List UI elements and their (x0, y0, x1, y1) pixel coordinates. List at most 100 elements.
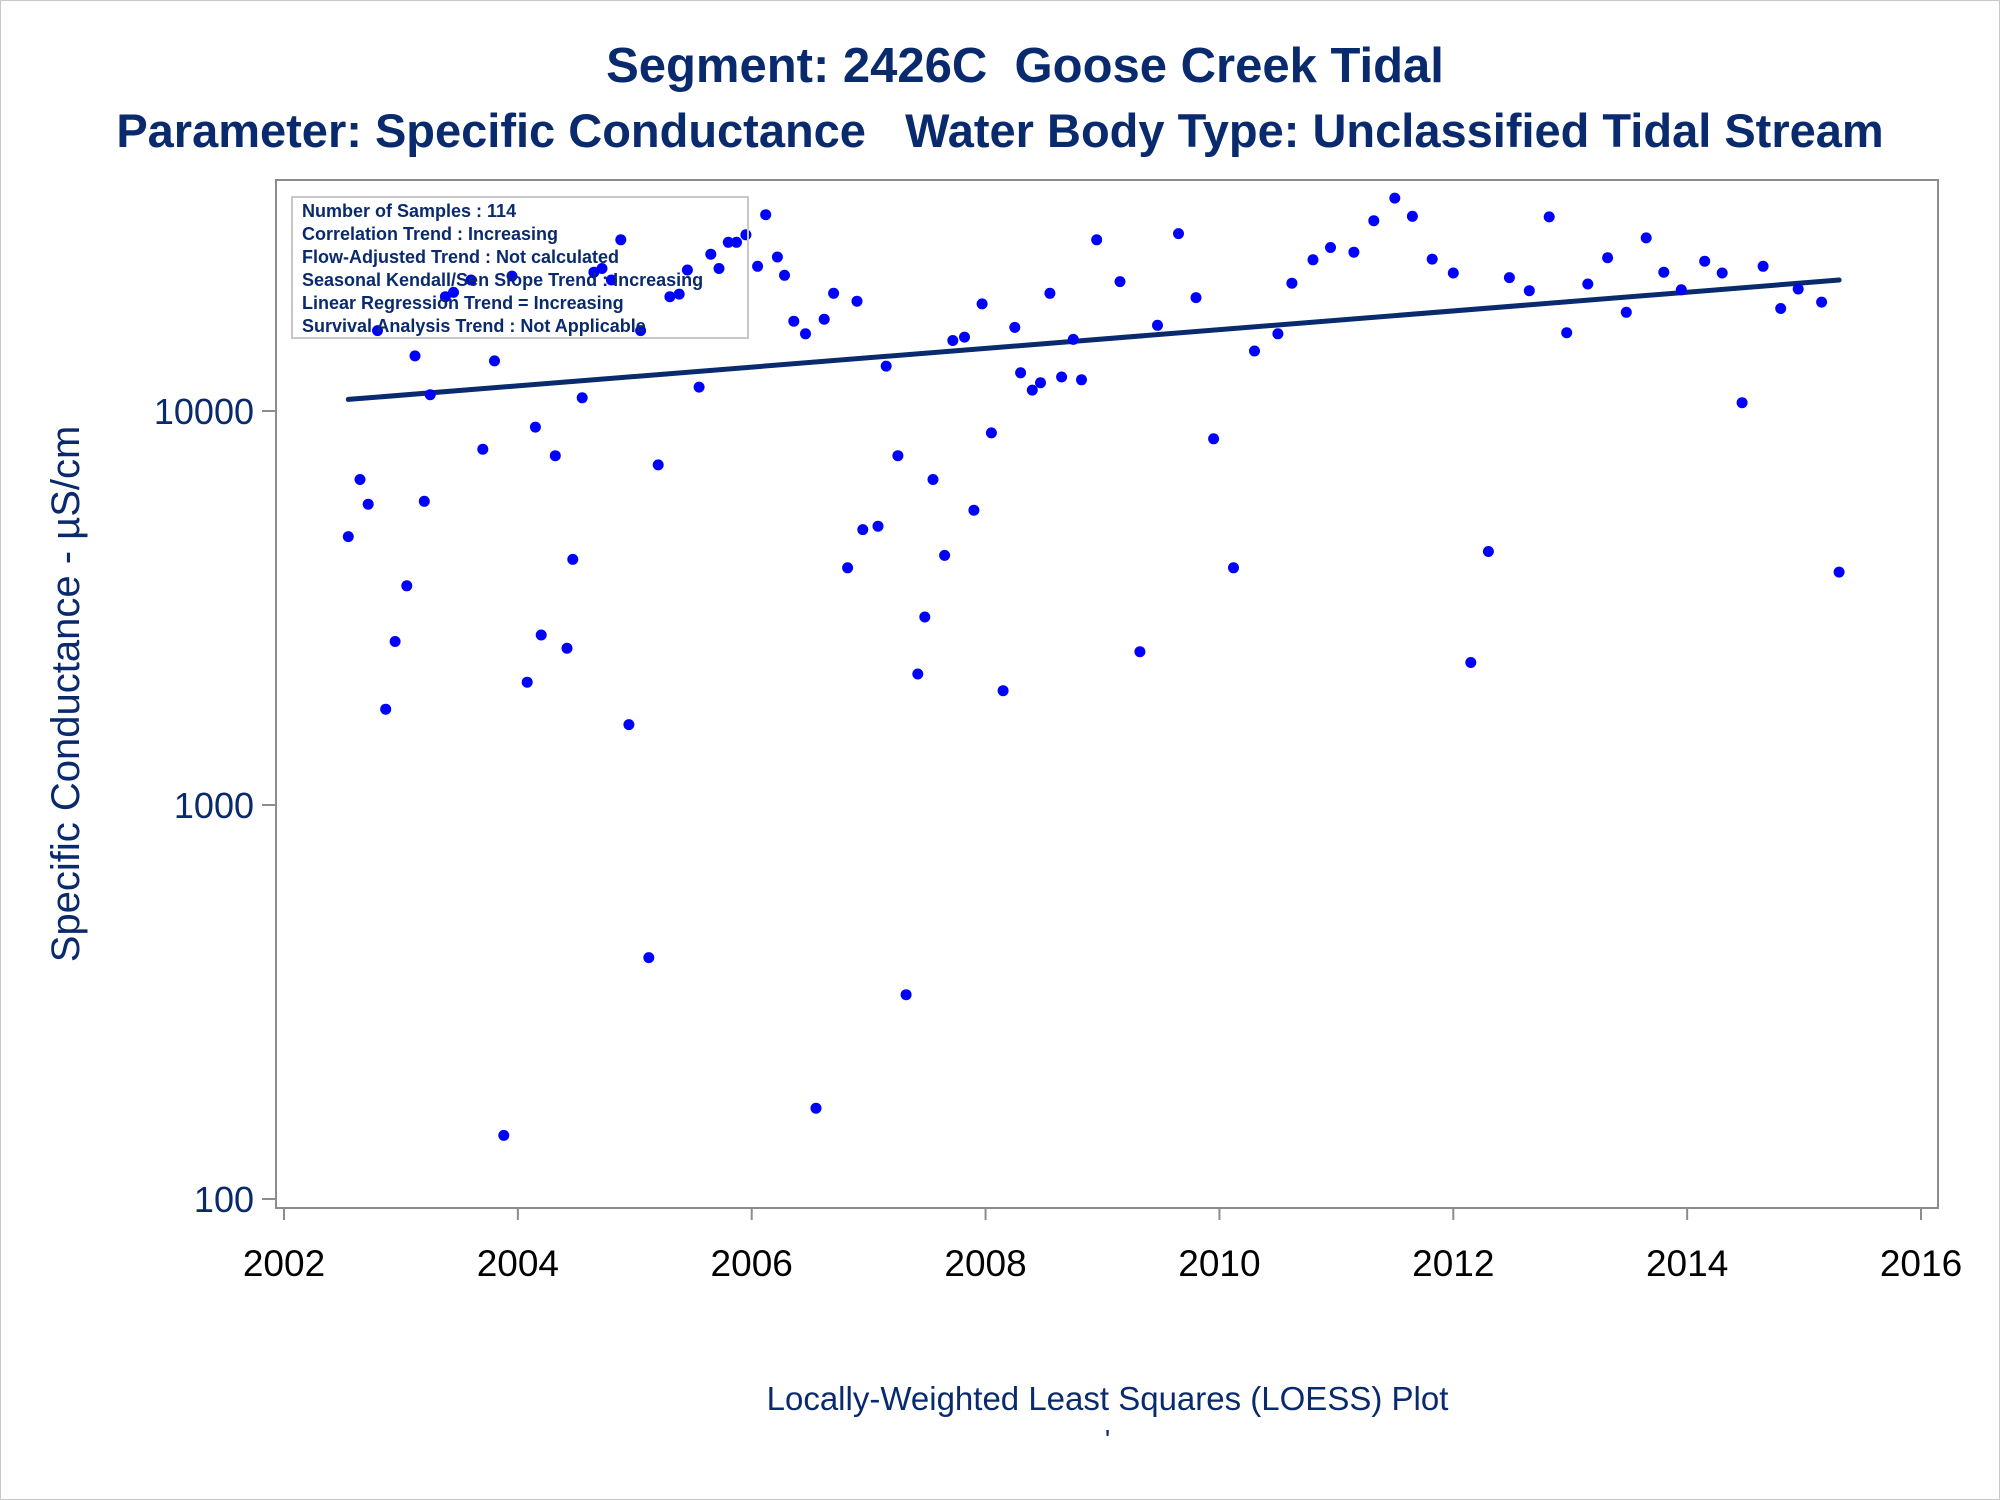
data-point (997, 685, 1009, 697)
data-point (1406, 210, 1418, 222)
data-point (1009, 321, 1021, 333)
x-tick-label: 2002 (243, 1243, 325, 1284)
stats-line: Number of Samples : 114 (302, 201, 516, 221)
data-point (1582, 278, 1594, 290)
data-point (713, 263, 725, 274)
data-point (1465, 657, 1477, 668)
data-point (1228, 562, 1239, 574)
data-point (439, 291, 451, 303)
data-point (521, 676, 533, 688)
stats-line: Seasonal Kendall/Sen Slope Trend : Incre… (302, 270, 703, 290)
data-points (342, 192, 1845, 1141)
data-point (788, 315, 800, 327)
data-point (1602, 252, 1614, 264)
data-point (1190, 292, 1202, 304)
data-point (851, 295, 863, 307)
data-point (1543, 211, 1555, 223)
data-point (673, 288, 685, 300)
data-point (605, 274, 617, 286)
data-point (693, 381, 705, 393)
x-tick-label: 2010 (1178, 1243, 1260, 1284)
data-point (1447, 267, 1459, 279)
data-point (810, 1102, 822, 1114)
data-point (561, 642, 573, 654)
data-point (1152, 319, 1163, 331)
data-point (567, 553, 579, 565)
stats-box-border (291, 196, 749, 339)
data-point (362, 498, 374, 510)
data-point (1091, 234, 1103, 246)
data-point (489, 355, 500, 367)
data-point (1056, 371, 1068, 383)
x-tick-label: 2006 (711, 1243, 793, 1284)
data-point (1640, 232, 1652, 244)
x-tick-label: 2008 (944, 1243, 1026, 1284)
data-point (1736, 397, 1748, 409)
data-point (448, 286, 459, 298)
stats-line: Survival Analysis Trend : Not Applicable (302, 316, 646, 336)
data-point (354, 474, 366, 485)
data-point (389, 636, 401, 647)
data-point (779, 269, 790, 281)
data-point (1716, 267, 1728, 279)
stats-line: Flow-Adjusted Trend : Not calculated (302, 247, 619, 267)
data-point (1561, 327, 1573, 339)
data-point (576, 392, 588, 404)
stats-line: Correlation Trend : Increasing (302, 224, 558, 244)
data-point (1368, 215, 1380, 227)
data-point (1325, 242, 1336, 253)
x-tick-label: 2004 (477, 1243, 559, 1284)
data-point (615, 234, 627, 246)
data-point (1620, 306, 1632, 318)
data-point (1249, 345, 1260, 357)
data-point (1792, 283, 1804, 295)
data-point (1757, 260, 1769, 272)
data-point (1389, 192, 1401, 204)
footnote-mark: ' (1104, 1424, 1111, 1455)
data-point (959, 331, 970, 343)
data-point (919, 611, 931, 623)
data-point (681, 264, 693, 276)
data-point (506, 270, 518, 282)
data-point (857, 524, 869, 536)
data-point (1307, 254, 1319, 266)
data-point (635, 325, 647, 337)
data-point (1015, 367, 1027, 379)
data-point (1675, 284, 1687, 296)
data-point (1816, 296, 1828, 308)
data-point (1114, 276, 1126, 288)
data-point (1503, 272, 1515, 284)
x-tick-label: 2012 (1412, 1243, 1494, 1284)
data-point (401, 580, 413, 592)
data-point (1035, 377, 1046, 389)
data-point (1348, 246, 1360, 258)
y-tick-label: 100 (194, 1179, 254, 1220)
data-point (947, 335, 959, 346)
chart-subtitle: Parameter: Specific Conductance Water Bo… (116, 104, 1884, 157)
data-point (643, 952, 655, 964)
trend-layer (345, 277, 1842, 402)
data-point (1286, 277, 1298, 289)
data-point (424, 389, 436, 401)
data-point (731, 236, 742, 248)
data-point (1134, 646, 1146, 658)
y-tick-label: 10000 (154, 391, 254, 432)
data-point (872, 520, 884, 532)
data-point (752, 260, 764, 272)
data-point (1026, 384, 1038, 396)
data-point (880, 360, 892, 372)
data-point (529, 421, 541, 433)
loess-trend-line (345, 277, 1842, 402)
data-point (664, 291, 676, 303)
data-point (623, 719, 635, 731)
data-point (498, 1129, 510, 1141)
data-point (1658, 266, 1670, 278)
data-point (477, 443, 489, 455)
data-point (900, 989, 912, 1001)
data-point (409, 350, 421, 362)
data-point (1044, 287, 1056, 299)
data-point (800, 328, 811, 340)
y-axis-ticks: 100 1000 10000 (154, 391, 276, 1220)
